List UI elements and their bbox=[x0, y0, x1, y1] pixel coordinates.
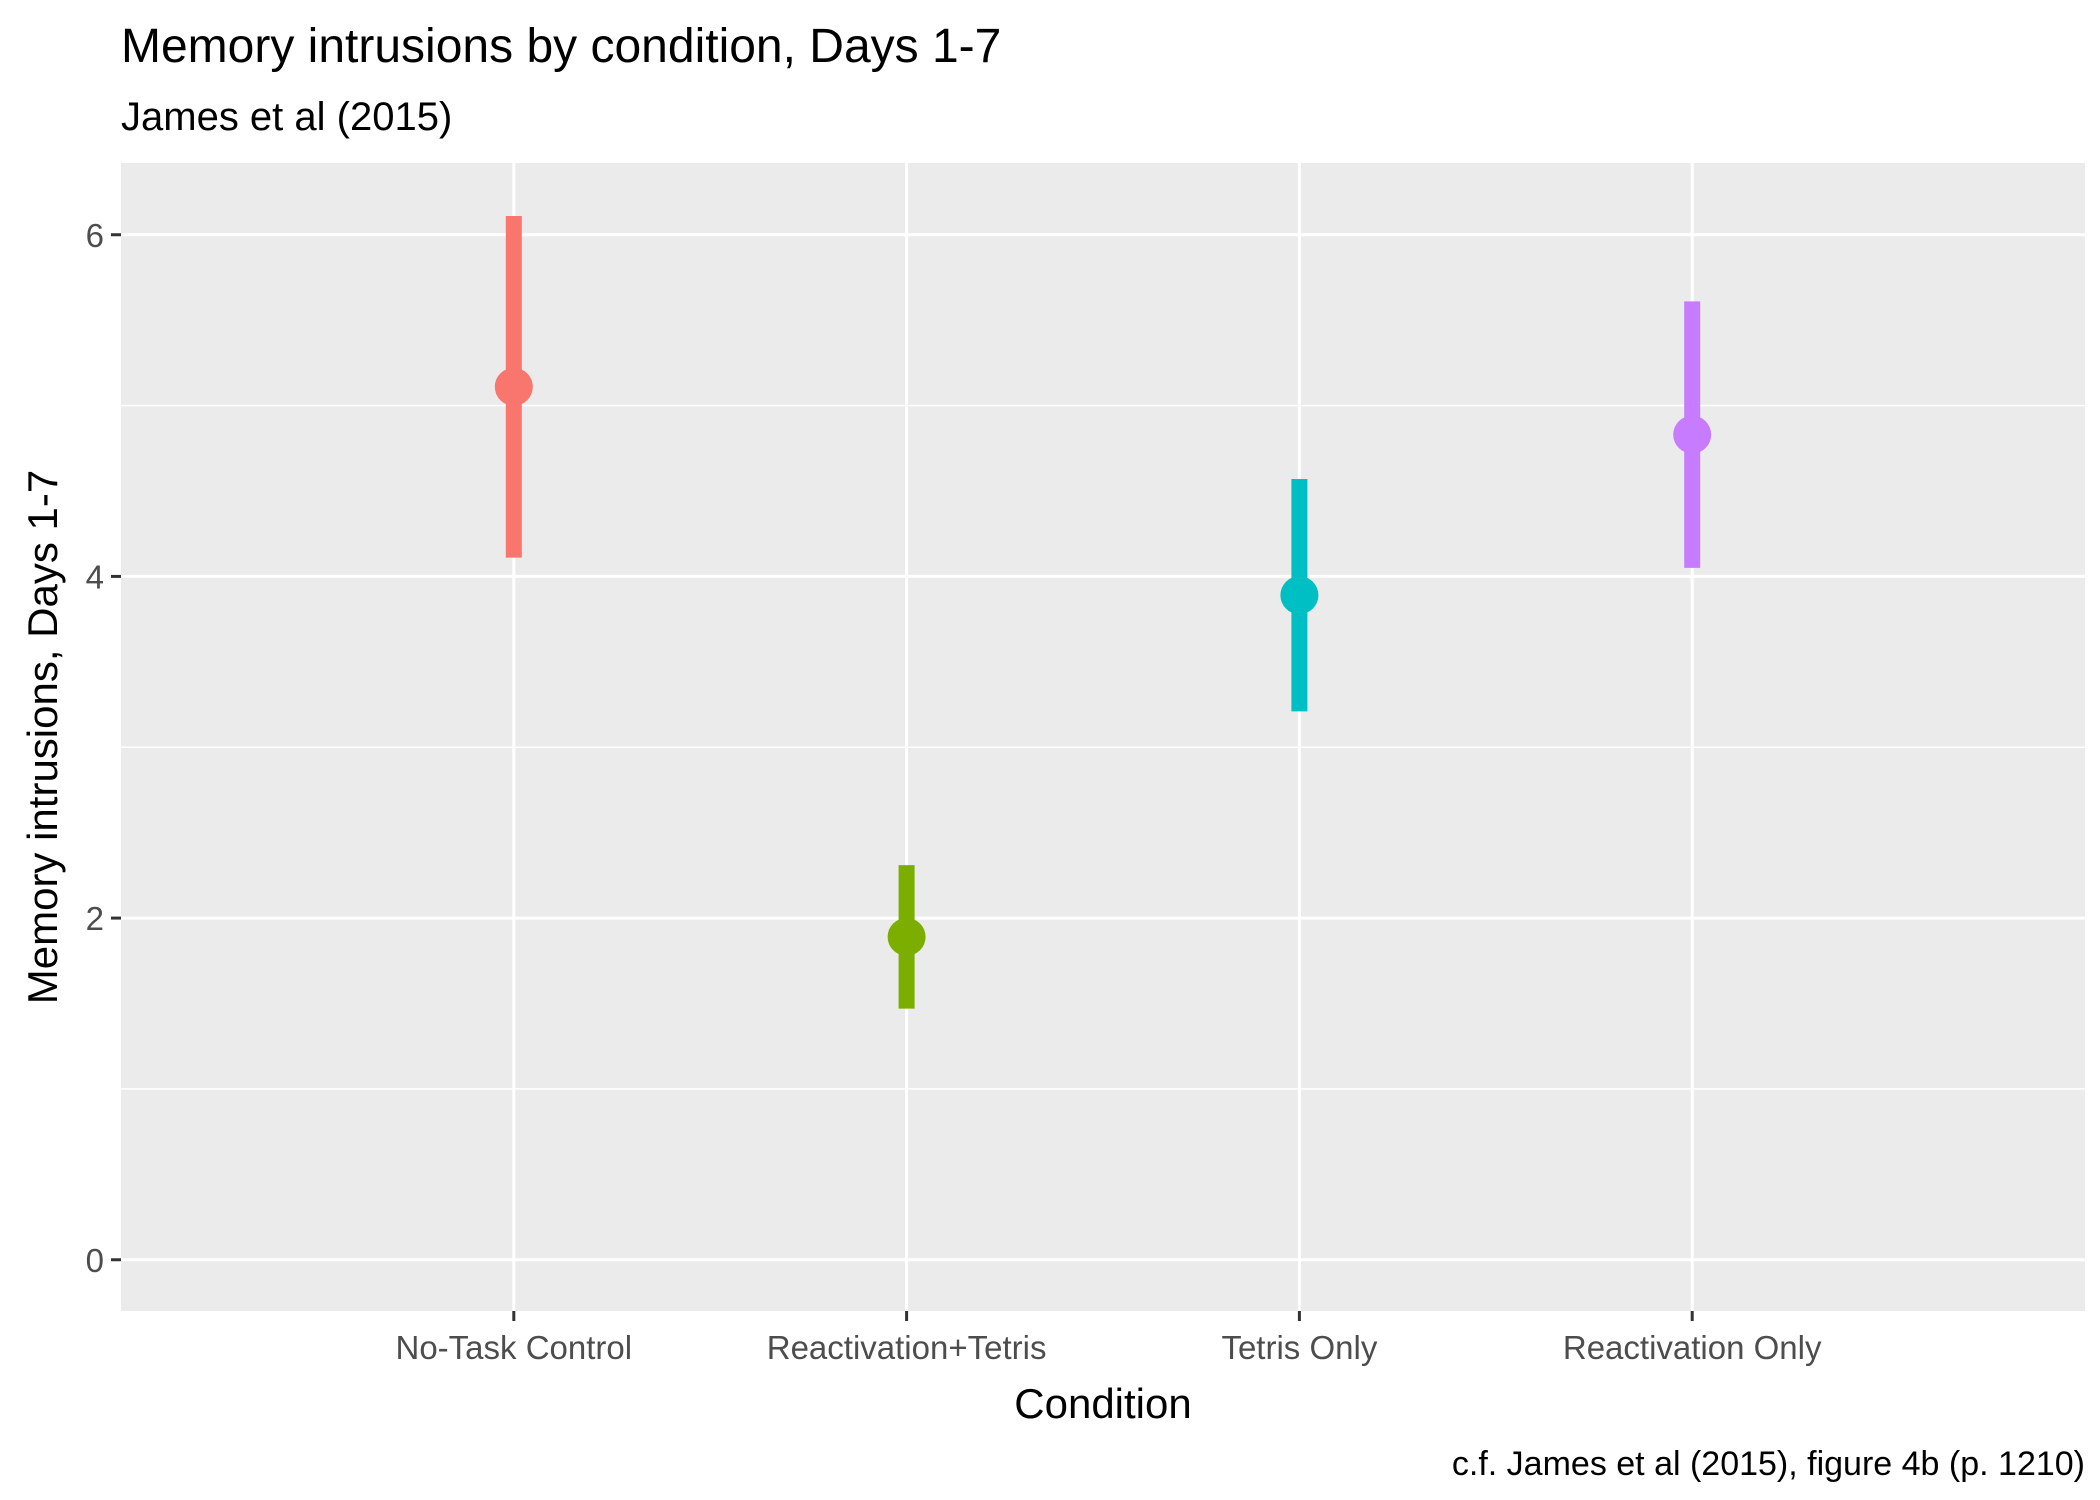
mean-point bbox=[494, 367, 533, 406]
chart-title: Memory intrusions by condition, Days 1-7 bbox=[121, 20, 1001, 73]
y-tick-label: 4 bbox=[86, 558, 104, 595]
chart-caption: c.f. James et al (2015), figure 4b (p. 1… bbox=[1452, 1445, 2085, 1483]
minor-gridlines bbox=[121, 404, 2085, 1090]
chart-subtitle: James et al (2015) bbox=[121, 95, 452, 139]
x-tick-label: Tetris Only bbox=[1221, 1329, 1377, 1366]
x-tick-label: Reactivation Only bbox=[1563, 1329, 1822, 1366]
y-tick-label: 0 bbox=[86, 1242, 104, 1279]
x-tick-label: Reactivation+Tetris bbox=[767, 1329, 1047, 1366]
major-gridlines-y bbox=[121, 233, 2085, 1262]
y-tick-label: 6 bbox=[86, 217, 104, 254]
x-axis: No-Task Control Reactivation+Tetris Tetris… bbox=[396, 1311, 1822, 1366]
y-axis: 0 2 4 6 bbox=[86, 217, 121, 1279]
mean-point bbox=[1280, 576, 1319, 615]
plot-panel bbox=[121, 163, 2085, 1311]
mean-point bbox=[1673, 415, 1712, 454]
data-layer bbox=[494, 215, 1712, 1009]
x-tick-label: No-Task Control bbox=[396, 1329, 633, 1366]
y-tick-label: 2 bbox=[86, 900, 104, 937]
mean-point bbox=[887, 917, 926, 956]
y-axis-title: Memory intrusions, Days 1-7 bbox=[19, 470, 66, 1005]
x-axis-title: Condition bbox=[1014, 1380, 1191, 1427]
